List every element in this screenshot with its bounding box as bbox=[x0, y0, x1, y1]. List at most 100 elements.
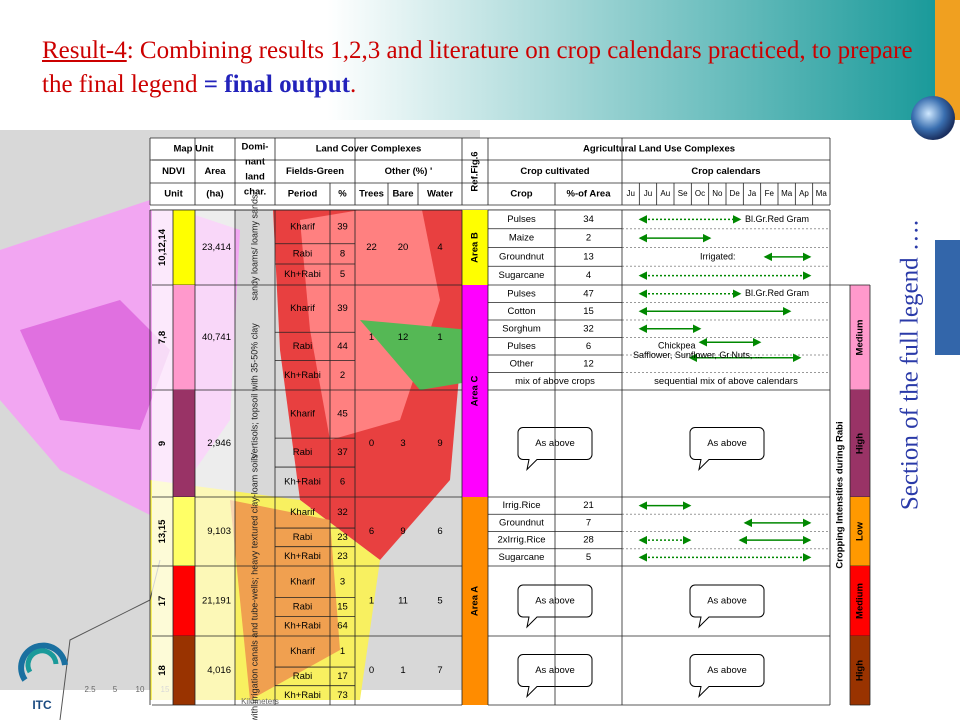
month-label: Ma bbox=[781, 189, 793, 198]
cell-text: Kharif bbox=[290, 409, 315, 420]
map-zone bbox=[230, 500, 340, 700]
side-caption: Section of the full legend …. bbox=[897, 220, 924, 510]
cell-text: 18 bbox=[157, 665, 168, 676]
unit-swatch bbox=[173, 636, 195, 705]
cell-text: 44 bbox=[337, 341, 348, 352]
logo-text: ITC bbox=[32, 698, 52, 712]
calendar-note: Chickpea bbox=[658, 341, 696, 351]
cell-text: Rabi bbox=[293, 447, 313, 458]
cell-text: Kh+Rabi bbox=[284, 269, 321, 280]
cell-text: %-of Area bbox=[567, 189, 612, 200]
cell-text: 12 bbox=[583, 358, 594, 369]
cell-text: 32 bbox=[337, 507, 348, 518]
map-zone bbox=[360, 320, 480, 390]
cell-text: Groundnut bbox=[499, 517, 544, 528]
cell-text: 5 bbox=[586, 552, 591, 563]
cell-text: Other (%) ' bbox=[385, 166, 433, 177]
month-label: Ju bbox=[626, 189, 634, 198]
cell-text: 1 bbox=[340, 646, 345, 657]
cell-text: Irrig.Rice bbox=[502, 500, 540, 511]
intensity-band bbox=[850, 285, 870, 390]
calendar-note: Safflower, Sunflower, Gr.Nuts, ... bbox=[633, 350, 762, 360]
cell-text: Kharif bbox=[290, 221, 315, 232]
area-band bbox=[462, 497, 488, 705]
cell-text: 2 bbox=[586, 233, 591, 244]
cell-text: 45 bbox=[337, 409, 348, 420]
logo-mark bbox=[18, 642, 68, 682]
bubble-text: As above bbox=[707, 438, 747, 449]
header-gap bbox=[150, 205, 830, 210]
map-zone bbox=[20, 300, 170, 430]
unit-swatch bbox=[173, 390, 195, 497]
ci-bg bbox=[830, 285, 850, 705]
cell-text: 6 bbox=[586, 341, 591, 352]
scale-unit: Kilometers bbox=[241, 697, 279, 706]
cell-text: 3 bbox=[400, 438, 405, 449]
bubble-text: As above bbox=[707, 665, 747, 676]
month-label: Se bbox=[678, 189, 688, 198]
cell-text: Rabi bbox=[293, 341, 313, 352]
cell-text: High bbox=[855, 433, 866, 454]
cell-text: 17 bbox=[157, 596, 168, 607]
side-bar bbox=[935, 240, 960, 355]
cell-text: Kh+Rabi bbox=[284, 370, 321, 381]
cell-text: 39 bbox=[337, 303, 348, 314]
cell-text: 7,8 bbox=[157, 331, 168, 344]
cell-text: Kharif bbox=[290, 507, 315, 518]
title-text: : Combining results 1,2,3 and literature… bbox=[42, 37, 913, 98]
cell-text: 23 bbox=[337, 551, 348, 562]
intensity-band bbox=[850, 636, 870, 705]
cell-text: 4,016 bbox=[207, 665, 231, 676]
cell-text: char. bbox=[244, 187, 266, 198]
unit-swatch bbox=[173, 285, 195, 390]
map-zone bbox=[300, 200, 440, 440]
cell-text: 15 bbox=[337, 601, 348, 612]
cell-text: Kharif bbox=[290, 646, 315, 657]
cell-text: 20 bbox=[398, 242, 409, 253]
cell-text: Sugarcane bbox=[499, 552, 545, 563]
cell-text: Area bbox=[204, 166, 226, 177]
cell-text: Agricultural Land Use Complexes bbox=[583, 144, 735, 155]
cell-text: Unit bbox=[164, 189, 183, 200]
cell-text: 17 bbox=[337, 671, 348, 682]
intensity-band bbox=[850, 497, 870, 566]
cell-text: 12 bbox=[398, 332, 409, 343]
cell-text: 4 bbox=[437, 242, 442, 253]
cell-text: 1 bbox=[400, 665, 405, 676]
cell-text: 9 bbox=[157, 441, 168, 446]
cell-text: Rabi bbox=[293, 532, 313, 543]
cell-text: 37 bbox=[337, 447, 348, 458]
cell-text: 9,103 bbox=[207, 526, 231, 537]
cell-text: Pulses bbox=[507, 214, 536, 225]
calendar-note: Bl.Gr.Red Gram bbox=[745, 214, 809, 224]
cell-text: 7 bbox=[586, 517, 591, 528]
cell-text: Kharif bbox=[290, 576, 315, 587]
scale-label: 2.5 bbox=[84, 685, 96, 694]
cell-text: 9 bbox=[437, 438, 442, 449]
cell-text: 22 bbox=[366, 242, 377, 253]
globe bbox=[911, 96, 955, 140]
cell-text: 2,946 bbox=[207, 438, 231, 449]
cell-text: 2 bbox=[340, 370, 345, 381]
cell-text: 5 bbox=[437, 596, 442, 607]
month-label: Ju bbox=[644, 189, 652, 198]
cell-text: 47 bbox=[583, 288, 594, 299]
cell-text: 2xIrrig.Rice bbox=[497, 535, 545, 546]
cell-text: Rabi bbox=[293, 248, 313, 259]
speech-bubble bbox=[689, 584, 765, 629]
month-label: No bbox=[712, 189, 723, 198]
month-label: Ap bbox=[799, 189, 809, 198]
cell-text: Pulses bbox=[507, 288, 536, 299]
cell-text: 21 bbox=[583, 500, 594, 511]
cell-text: Trees bbox=[359, 189, 384, 200]
cell-text: 23,414 bbox=[202, 242, 231, 253]
cell-text: 8 bbox=[340, 248, 345, 259]
cell-text: (ha) bbox=[206, 189, 223, 200]
scale-label: 10 bbox=[136, 685, 145, 694]
cell-text: 13,15 bbox=[157, 519, 168, 543]
cell-text: Area A bbox=[470, 586, 481, 616]
cell-text: 23 bbox=[337, 532, 348, 543]
cell-text: NDVI bbox=[162, 166, 185, 177]
cell-text: 32 bbox=[583, 323, 594, 334]
